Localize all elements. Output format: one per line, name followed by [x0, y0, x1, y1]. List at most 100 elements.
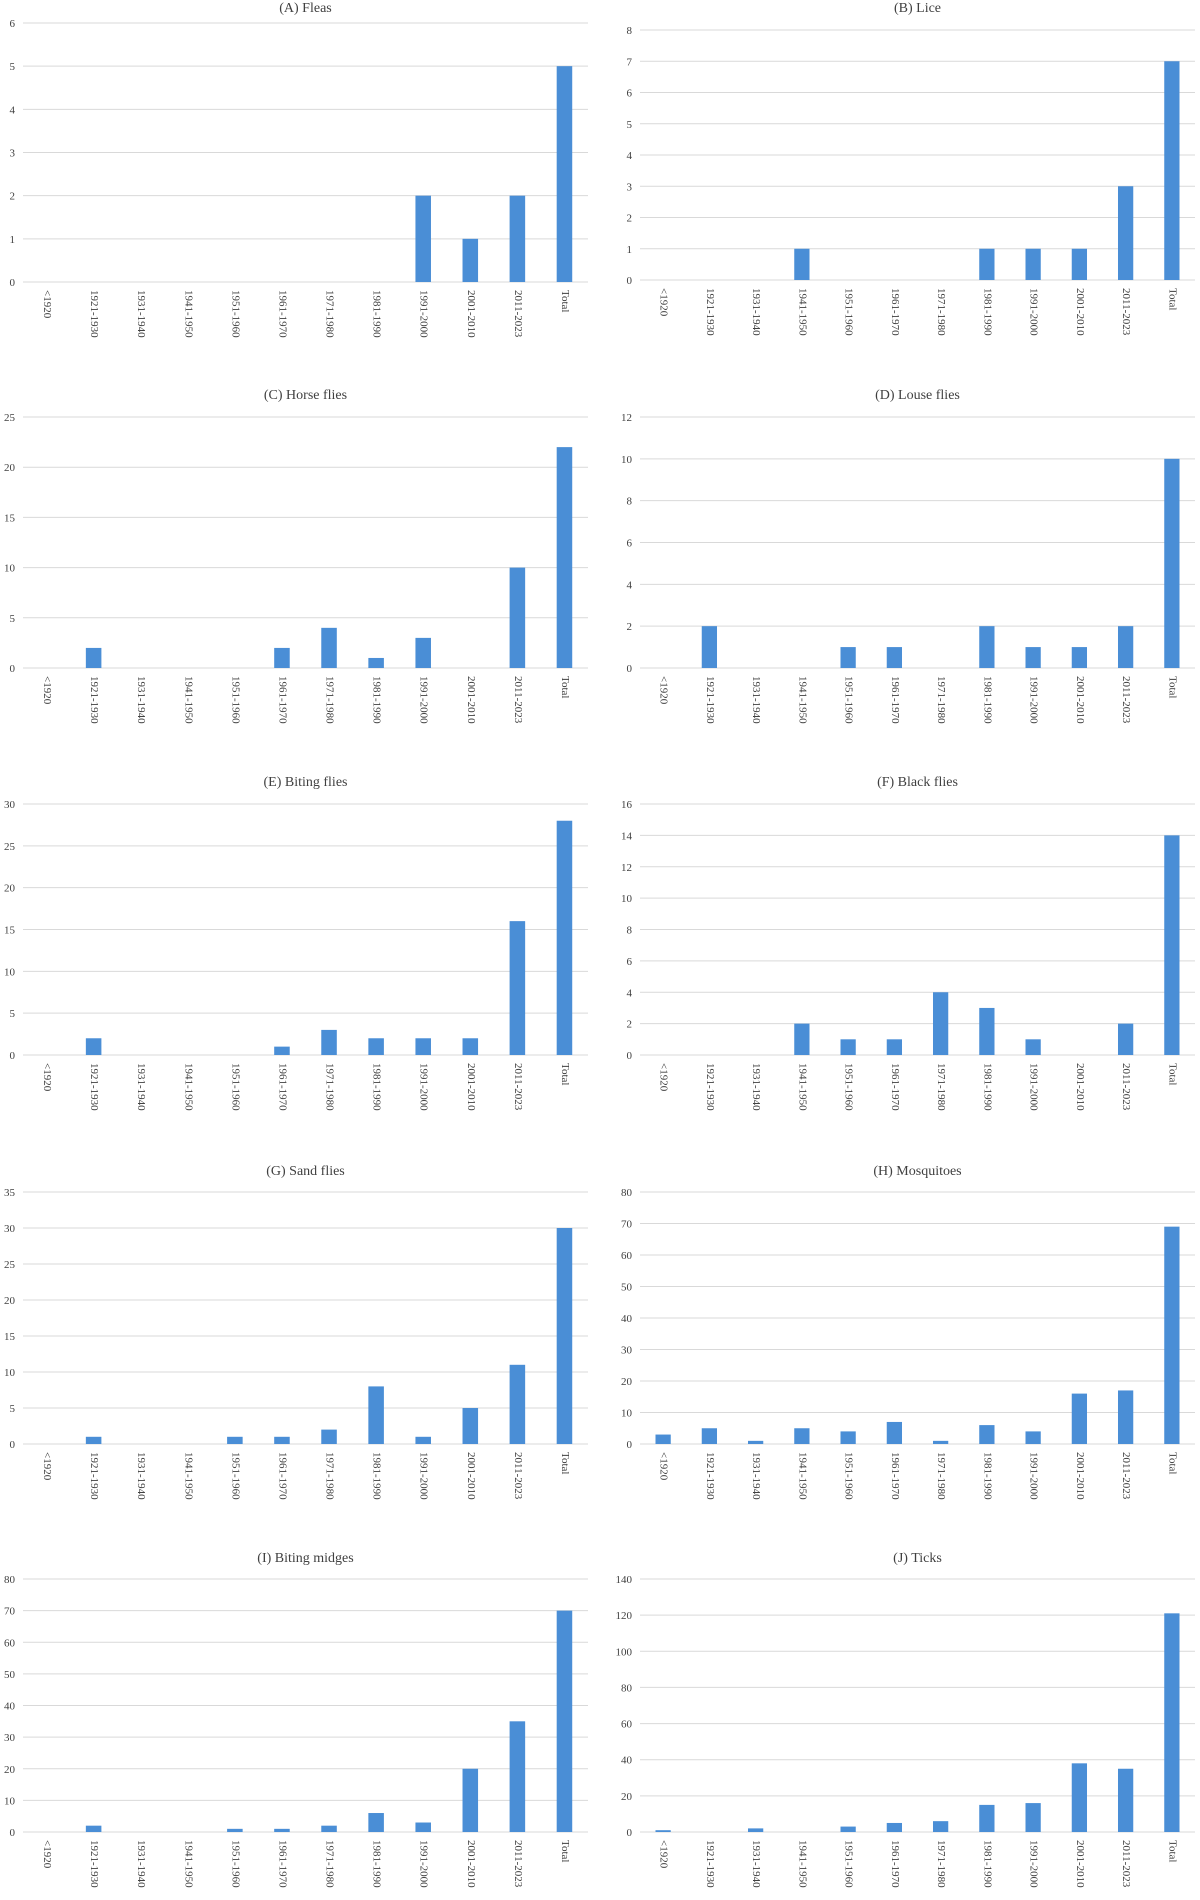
- x-tick-label: <1920: [658, 1840, 670, 1869]
- y-tick-label: 3: [10, 148, 16, 160]
- y-tick-label: 0: [10, 663, 16, 675]
- chart-panel: (H) Mosquitoes 0 10 20 30 40 50 60 70 80 <1920 1921…: [621, 1164, 1195, 1500]
- x-tick-label: 1951-1960: [843, 1452, 855, 1500]
- chart-title: (F) Black flies: [877, 775, 958, 790]
- y-tick-label: 7: [627, 56, 633, 68]
- bar: [274, 1828, 290, 1832]
- x-tick-label: 2011-2023: [512, 290, 524, 338]
- x-tick-label: Total: [1166, 676, 1178, 698]
- x-tick-label: 2011-2023: [512, 1452, 524, 1500]
- chart-panel: (F) Black flies 0 2 4 6 8 10 12 14 16 <1920 1921-19…: [621, 775, 1195, 1111]
- bar: [655, 1434, 671, 1444]
- x-tick-label: 1931-1940: [750, 676, 762, 724]
- y-tick-label: 6: [10, 18, 16, 30]
- y-tick-label: 50: [621, 1282, 633, 1294]
- bar: [840, 1431, 856, 1444]
- x-tick-label: Total: [559, 676, 571, 698]
- bar: [556, 447, 573, 668]
- bar: [415, 1436, 431, 1444]
- y-tick-label: 20: [4, 1295, 16, 1307]
- bar: [1164, 1226, 1180, 1444]
- x-tick-label: 1921-1930: [88, 676, 100, 724]
- bar: [979, 626, 995, 668]
- x-tick-label: 1981-1990: [371, 676, 383, 724]
- chart-panel: (I) Biting midges 0 10 20 30 40 50 60 70 80 <1920 1…: [4, 1551, 588, 1888]
- x-tick-label: 1921-1930: [704, 676, 716, 724]
- bar: [840, 647, 856, 668]
- y-tick-label: 2: [627, 621, 633, 633]
- x-tick-label: Total: [1166, 1063, 1178, 1085]
- chart-title: (H) Mosquitoes: [873, 1164, 961, 1179]
- x-tick-label: 1961-1970: [889, 1063, 901, 1111]
- x-tick-label: 1991-2000: [1028, 676, 1040, 724]
- bar: [274, 1046, 290, 1055]
- y-tick-label: 120: [616, 1610, 633, 1622]
- x-tick-label: 1991-2000: [1028, 1063, 1040, 1111]
- y-tick-label: 20: [621, 1376, 633, 1388]
- y-tick-label: 0: [627, 1050, 633, 1062]
- x-tick-label: 1951-1960: [229, 676, 241, 724]
- bar: [1117, 186, 1134, 280]
- x-tick-label: 1921-1930: [704, 1063, 716, 1111]
- chart-title: (G) Sand flies: [266, 1164, 345, 1179]
- x-tick-label: 1941-1950: [182, 1452, 194, 1500]
- bar: [509, 567, 526, 668]
- bar: [979, 1425, 995, 1444]
- y-tick-label: 30: [4, 1732, 16, 1744]
- x-tick-label: 1921-1930: [88, 1063, 100, 1111]
- y-tick-label: 60: [621, 1719, 633, 1731]
- bar: [509, 921, 526, 1055]
- x-tick-label: 1961-1970: [889, 1452, 901, 1500]
- y-tick-label: 20: [621, 1791, 633, 1803]
- bar: [227, 1828, 243, 1832]
- y-tick-label: 5: [10, 61, 16, 73]
- y-tick-label: 0: [627, 275, 633, 287]
- y-tick-label: 8: [627, 25, 633, 37]
- x-tick-label: 2011-2023: [512, 1840, 524, 1888]
- chart-panel: (E) Biting flies 0 5 10 15 20 25 30 <1920 1921-19…: [4, 775, 588, 1111]
- x-tick-label: 1931-1940: [750, 1840, 762, 1888]
- x-tick-label: 2001-2010: [465, 1063, 477, 1111]
- x-tick-label: 1931-1940: [750, 1452, 762, 1500]
- bar: [840, 1826, 856, 1832]
- y-tick-label: 15: [4, 925, 16, 937]
- x-tick-label: 1921-1930: [88, 290, 100, 338]
- y-tick-label: 15: [4, 512, 16, 524]
- x-tick-label: <1920: [41, 290, 53, 319]
- x-tick-label: 2011-2023: [1120, 1840, 1132, 1888]
- y-tick-label: 5: [627, 119, 633, 131]
- x-tick-label: 2011-2023: [512, 676, 524, 724]
- x-tick-label: 1971-1980: [324, 676, 336, 724]
- bar: [1025, 647, 1041, 668]
- y-tick-label: 40: [4, 1701, 16, 1713]
- bar: [556, 66, 573, 283]
- bar: [794, 248, 810, 280]
- bar: [368, 1386, 384, 1444]
- x-tick-label: Total: [1166, 1452, 1178, 1474]
- y-tick-label: 10: [4, 1367, 16, 1379]
- x-tick-label: 1951-1960: [229, 1840, 241, 1888]
- x-tick-label: 2001-2010: [1074, 288, 1086, 336]
- x-tick-label: 1951-1960: [229, 1063, 241, 1111]
- bar: [415, 1822, 431, 1832]
- chart-title: (J) Ticks: [893, 1551, 942, 1566]
- y-tick-label: 70: [621, 1219, 633, 1231]
- bar: [886, 1039, 903, 1055]
- bar: [1117, 1023, 1134, 1055]
- x-tick-label: 2011-2023: [512, 1063, 524, 1111]
- y-tick-label: 10: [621, 454, 633, 466]
- bar: [979, 1007, 995, 1055]
- x-tick-label: 1931-1940: [135, 1063, 147, 1111]
- y-tick-label: 35: [4, 1187, 16, 1199]
- y-tick-label: 16: [621, 799, 633, 811]
- y-tick-label: 8: [627, 925, 633, 937]
- x-tick-label: 1981-1990: [981, 1063, 993, 1111]
- x-tick-label: <1920: [41, 676, 53, 705]
- x-tick-label: Total: [559, 290, 571, 312]
- x-tick-label: <1920: [658, 676, 670, 705]
- y-tick-label: 5: [10, 1403, 16, 1415]
- bar: [932, 1440, 949, 1444]
- y-tick-label: 6: [627, 538, 633, 550]
- bar: [1025, 1803, 1041, 1832]
- y-tick-label: 12: [621, 412, 632, 424]
